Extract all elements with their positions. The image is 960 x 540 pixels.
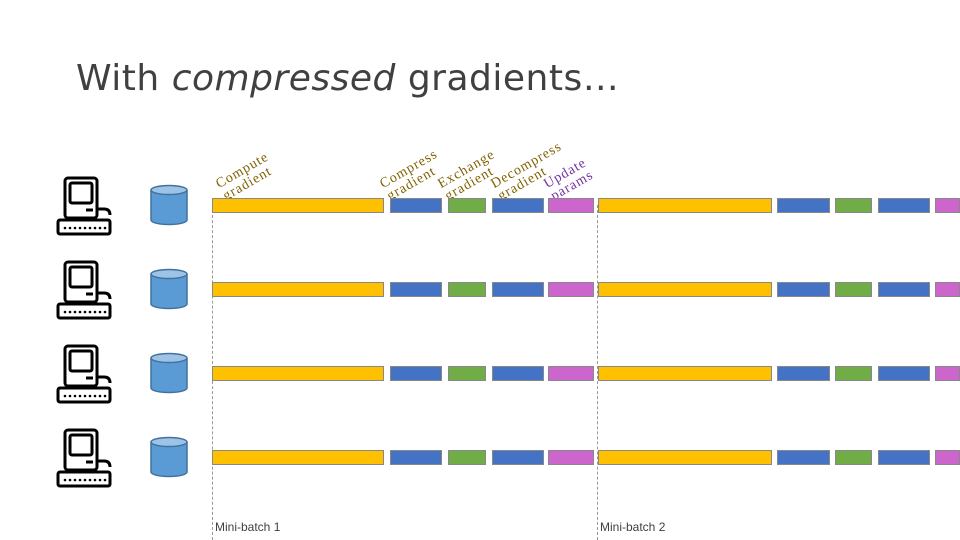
decompress-bar bbox=[492, 450, 544, 465]
compress-bar bbox=[390, 282, 442, 297]
decompress-bar bbox=[492, 198, 544, 213]
decompress-bar bbox=[878, 282, 930, 297]
computer-icon bbox=[56, 428, 116, 493]
title-suffix: gradients… bbox=[395, 58, 620, 99]
exchange-bar bbox=[835, 450, 872, 465]
minibatch-2-boundary bbox=[597, 205, 598, 540]
decompress-bar bbox=[878, 198, 930, 213]
compress-bar bbox=[777, 450, 830, 465]
title-italic: compressed bbox=[171, 58, 396, 99]
decompress-bar bbox=[878, 366, 930, 381]
computer-icon bbox=[56, 176, 116, 241]
compress-bar bbox=[777, 282, 830, 297]
update-bar bbox=[548, 282, 594, 297]
database-icon bbox=[149, 436, 189, 483]
update-bar bbox=[548, 198, 594, 213]
update-bar bbox=[935, 366, 960, 381]
compute-bar bbox=[212, 366, 384, 381]
compute-bar bbox=[598, 198, 772, 213]
page-title: With compressed gradients… bbox=[76, 58, 619, 99]
decompress-bar bbox=[492, 282, 544, 297]
step-label-compress: Compress gradient bbox=[378, 147, 447, 204]
compress-bar bbox=[390, 450, 442, 465]
compress-bar bbox=[390, 366, 442, 381]
decompress-bar bbox=[492, 366, 544, 381]
database-icon bbox=[149, 268, 189, 315]
update-bar bbox=[935, 198, 960, 213]
exchange-bar bbox=[448, 282, 486, 297]
minibatch-1-label: Mini-batch 1 bbox=[215, 520, 281, 534]
compute-bar bbox=[212, 450, 384, 465]
exchange-bar bbox=[835, 198, 872, 213]
compute-bar bbox=[598, 450, 772, 465]
exchange-bar bbox=[448, 450, 486, 465]
compute-bar bbox=[598, 366, 772, 381]
exchange-bar bbox=[835, 366, 872, 381]
computer-icon bbox=[56, 260, 116, 325]
compress-bar bbox=[777, 366, 830, 381]
exchange-bar bbox=[835, 282, 872, 297]
computer-icon bbox=[56, 344, 116, 409]
compress-bar bbox=[390, 198, 442, 213]
compute-bar bbox=[212, 198, 384, 213]
database-icon bbox=[149, 352, 189, 399]
minibatch-2-label: Mini-batch 2 bbox=[600, 520, 666, 534]
compute-bar bbox=[598, 282, 772, 297]
step-label-compute: Compute gradient bbox=[214, 150, 279, 204]
exchange-bar bbox=[448, 198, 486, 213]
exchange-bar bbox=[448, 366, 486, 381]
database-icon bbox=[149, 184, 189, 231]
decompress-bar bbox=[878, 450, 930, 465]
update-bar bbox=[935, 282, 960, 297]
compress-bar bbox=[777, 198, 830, 213]
update-bar bbox=[935, 450, 960, 465]
update-bar bbox=[548, 366, 594, 381]
update-bar bbox=[548, 450, 594, 465]
compute-bar bbox=[212, 282, 384, 297]
title-prefix: With bbox=[76, 58, 172, 99]
